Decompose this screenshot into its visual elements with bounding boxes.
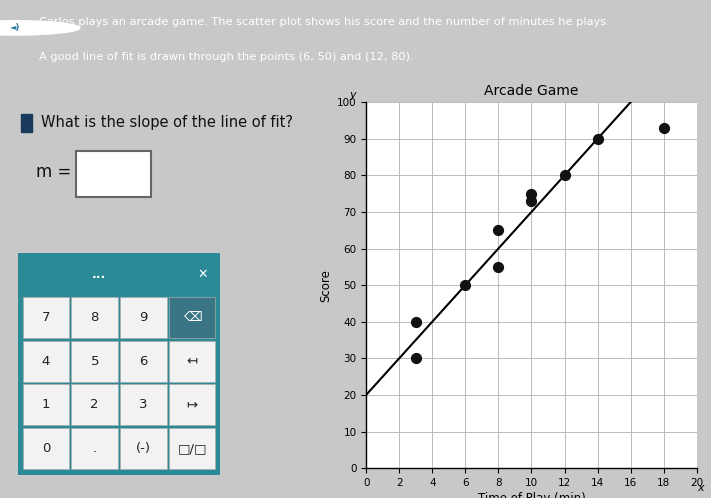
FancyBboxPatch shape xyxy=(120,297,166,338)
FancyBboxPatch shape xyxy=(71,297,118,338)
Y-axis label: Score: Score xyxy=(320,268,333,302)
FancyBboxPatch shape xyxy=(23,341,70,381)
FancyBboxPatch shape xyxy=(71,428,118,469)
FancyBboxPatch shape xyxy=(23,428,70,469)
Point xyxy=(592,135,603,143)
Point xyxy=(525,197,538,205)
Text: $y$: $y$ xyxy=(349,90,358,102)
Point xyxy=(460,281,471,289)
Point xyxy=(525,190,538,198)
Point xyxy=(493,226,504,234)
Text: 8: 8 xyxy=(90,311,99,324)
FancyBboxPatch shape xyxy=(71,384,118,425)
Text: ✕: ✕ xyxy=(198,268,208,281)
FancyBboxPatch shape xyxy=(169,341,215,381)
Text: ↦: ↦ xyxy=(186,398,198,411)
Circle shape xyxy=(0,21,80,35)
Text: 5: 5 xyxy=(90,355,99,368)
FancyBboxPatch shape xyxy=(120,428,166,469)
Point xyxy=(658,124,670,131)
FancyBboxPatch shape xyxy=(169,297,215,338)
Text: 0: 0 xyxy=(42,442,50,455)
Text: 3: 3 xyxy=(139,398,148,411)
Text: Carlos plays an arcade game. The scatter plot shows his score and the number of : Carlos plays an arcade game. The scatter… xyxy=(39,17,610,27)
Text: ◄): ◄) xyxy=(11,23,21,32)
Text: What is the slope of the line of fit?: What is the slope of the line of fit? xyxy=(41,115,293,130)
Text: ⌫: ⌫ xyxy=(183,311,201,324)
Text: 1: 1 xyxy=(42,398,50,411)
Text: ...: ... xyxy=(92,268,107,281)
X-axis label: Time of Play (min): Time of Play (min) xyxy=(478,492,585,498)
Text: 9: 9 xyxy=(139,311,148,324)
Text: ↤: ↤ xyxy=(186,355,198,368)
FancyBboxPatch shape xyxy=(169,428,215,469)
Text: 2: 2 xyxy=(90,398,99,411)
Bar xyxy=(21,115,32,132)
Point xyxy=(559,171,570,179)
FancyBboxPatch shape xyxy=(120,384,166,425)
Text: m =: m = xyxy=(36,163,71,181)
Text: 6: 6 xyxy=(139,355,148,368)
Text: □/□: □/□ xyxy=(178,442,207,455)
Text: 4: 4 xyxy=(42,355,50,368)
FancyBboxPatch shape xyxy=(23,384,70,425)
FancyBboxPatch shape xyxy=(23,297,70,338)
Text: 7: 7 xyxy=(42,311,50,324)
Point xyxy=(410,318,422,326)
Title: Arcade Game: Arcade Game xyxy=(484,84,579,98)
FancyBboxPatch shape xyxy=(169,384,215,425)
FancyBboxPatch shape xyxy=(18,253,220,475)
FancyBboxPatch shape xyxy=(71,341,118,381)
Text: $x$: $x$ xyxy=(697,483,706,493)
FancyBboxPatch shape xyxy=(77,151,151,197)
Text: .: . xyxy=(92,442,97,455)
Text: (-): (-) xyxy=(136,442,151,455)
Point xyxy=(410,355,422,363)
Point xyxy=(493,263,504,271)
FancyBboxPatch shape xyxy=(120,341,166,381)
Text: A good line of fit is drawn through the points (6, 50) and (12, 80).: A good line of fit is drawn through the … xyxy=(39,52,414,62)
